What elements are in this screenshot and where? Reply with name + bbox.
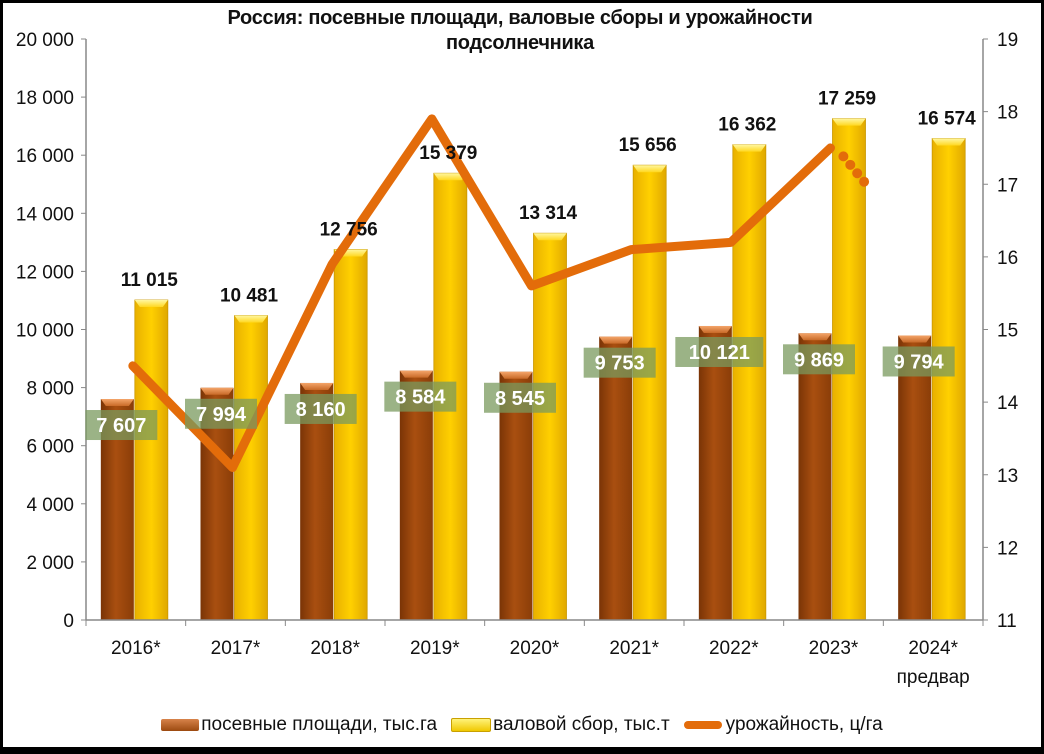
left-tick-label: 18 000 (16, 88, 74, 109)
label-harvest: 15 379 (419, 143, 477, 164)
label-area: 9 794 (894, 351, 945, 373)
chart-legend: посевные площади, тыс.га валовой сбор, т… (0, 714, 1044, 736)
left-tick-label: 4 000 (26, 495, 74, 516)
label-area: 7 607 (96, 415, 146, 437)
yield-line (128, 114, 835, 472)
bar-harvest (533, 232, 567, 621)
right-tick-label: 15 (997, 321, 1018, 342)
label-area-box (583, 347, 656, 378)
left-tick-label: 2 000 (26, 553, 74, 574)
x-tick-label: 2020* (510, 638, 560, 659)
label-area-box (882, 346, 955, 377)
x-tick-label: 2017* (211, 638, 261, 659)
left-tick-label: 16 000 (16, 146, 74, 167)
label-area-box (85, 410, 158, 441)
label-harvest: 11 015 (121, 270, 178, 291)
yield-line-dot (838, 151, 849, 162)
label-area-box (284, 393, 357, 424)
left-tick-label: 20 000 (16, 30, 74, 51)
yield-line-dot (845, 159, 856, 170)
bar-harvest (931, 138, 966, 621)
label-area: 8 160 (296, 399, 346, 421)
x-tick-sublabel: предвар (897, 667, 970, 688)
right-tick-label: 18 (997, 103, 1018, 124)
bar-area (698, 325, 732, 620)
label-area-box (384, 381, 457, 412)
bar-area (898, 335, 932, 620)
right-tick-label: 11 (997, 611, 1017, 632)
label-harvest: 10 481 (220, 286, 279, 307)
left-tick-label: 0 (63, 611, 74, 632)
label-area-box (185, 398, 257, 429)
yield-line-dot (859, 176, 870, 187)
bar-harvest (333, 249, 368, 621)
label-harvest: 16 362 (718, 115, 776, 136)
chart-title: Россия: посевные площади, валовые сборы … (120, 6, 920, 56)
right-tick-label: 19 (997, 30, 1018, 51)
label-harvest: 17 259 (818, 89, 876, 110)
legend-label-area: посевные площади, тыс.га (201, 714, 438, 735)
x-tick-label: 2022* (709, 638, 759, 659)
legend-swatch-yield (683, 721, 722, 729)
bar-area (798, 333, 832, 620)
bar-area (499, 371, 533, 620)
label-area-box (783, 344, 855, 375)
chart-title-line1: Россия: посевные площади, валовые сборы … (227, 7, 813, 29)
bar-area (399, 370, 433, 620)
x-tick-label: 2021* (609, 638, 659, 659)
yield-line-dot (852, 168, 863, 179)
legend-swatch-harvest (451, 718, 492, 732)
label-area-box (675, 336, 764, 367)
label-harvest: 16 574 (918, 109, 977, 130)
label-area-box (484, 382, 556, 413)
label-harvest: 15 656 (619, 135, 677, 156)
left-tick-label: 10 000 (16, 321, 74, 342)
right-tick-label: 16 (997, 248, 1018, 269)
x-tick-label: 2016* (111, 638, 161, 659)
legend-label-harvest: валовой сбор, тыс.т (493, 714, 670, 735)
x-tick-label: 2018* (310, 638, 360, 659)
legend-label-yield: урожайность, ц/га (725, 714, 883, 735)
legend-item-harvest: валовой сбор, тыс.т (451, 714, 670, 736)
legend-swatch-area (161, 719, 200, 731)
left-tick-label: 6 000 (26, 437, 74, 458)
legend-item-area: посевные площади, тыс.га (161, 714, 437, 736)
label-harvest: 13 314 (519, 203, 578, 224)
label-area: 8 584 (395, 387, 446, 409)
right-tick-label: 17 (997, 175, 1018, 196)
right-tick-label: 12 (997, 538, 1018, 559)
chart-title-line2: подсолнечника (446, 32, 594, 54)
label-area: 9 869 (794, 349, 844, 371)
bar-area (599, 336, 633, 620)
x-tick-label: 2024* (908, 638, 958, 659)
label-area: 9 753 (595, 353, 645, 375)
legend-item-yield: урожайность, ц/га (683, 714, 883, 736)
bar-harvest (134, 299, 169, 621)
bar-harvest (234, 315, 268, 621)
label-area: 7 994 (196, 404, 247, 426)
label-area: 8 545 (495, 388, 545, 410)
x-tick-label: 2019* (410, 638, 460, 659)
label-area: 10 121 (689, 342, 750, 364)
left-tick-label: 8 000 (26, 379, 74, 400)
left-tick-label: 12 000 (16, 262, 74, 283)
right-tick-label: 14 (997, 393, 1019, 414)
x-tick-label: 2023* (809, 638, 859, 659)
label-harvest: 12 756 (320, 219, 378, 240)
right-tick-label: 13 (997, 466, 1018, 487)
left-tick-label: 14 000 (16, 204, 74, 225)
bar-harvest (632, 164, 667, 621)
